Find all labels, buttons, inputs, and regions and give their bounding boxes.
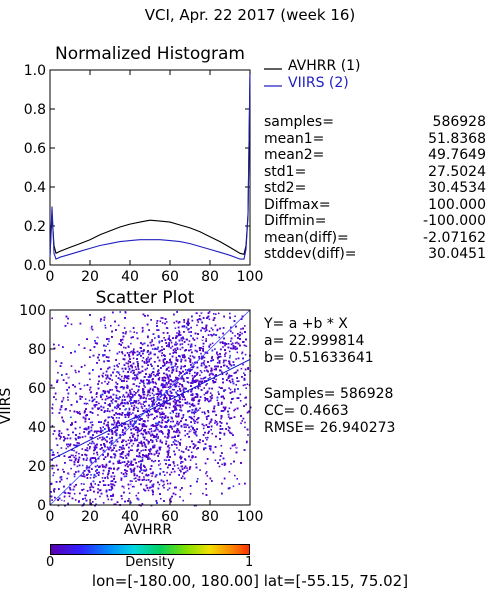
stat-label: std2= [264, 180, 307, 196]
stat-label: Diffmin= [264, 213, 327, 229]
fit-b: b= 0.51633641 [264, 350, 374, 366]
stat-value: 100.000 [428, 196, 486, 213]
scatter-y-tick-label: 60 [28, 381, 46, 397]
stat-label: stddev(diff)= [264, 246, 357, 262]
scatter-y-tick-label: 20 [28, 459, 46, 475]
fit-a: a= 22.999814 [264, 333, 365, 349]
scatter-y-tick-label: 100 [19, 303, 46, 319]
colorbar-min-label: 0 [46, 555, 55, 570]
colorbar-label: Density [125, 555, 175, 570]
scatter-x-tick-label: 60 [161, 509, 179, 525]
histogram-y-tick-label: 0.2 [24, 219, 46, 235]
histogram-y-tick-label: 0.6 [24, 141, 46, 157]
fit-cc: CC= 0.4663 [264, 403, 349, 419]
histogram-y-tick-label: 0.8 [24, 102, 46, 118]
legend-swatches [264, 68, 282, 87]
legend-item-avhrr: AVHRR (1) [288, 58, 361, 74]
scatter-fit-line [49, 359, 251, 461]
histogram-x-tick-label: 40 [121, 269, 139, 285]
stat-value: 27.5024 [428, 163, 486, 180]
scatter-density-cloud [50, 310, 252, 507]
stat-label: Diffmax= [264, 196, 331, 213]
histogram-chart: 0 20 40 60 80 100 0.0 0.2 0.4 0.6 0.8 1.0 [24, 63, 264, 285]
fit-equation: Y= a +b * X [264, 316, 348, 332]
footer-extent: lon=[-180.00, 180.00] lat=[-55.15, 75.02… [91, 572, 409, 590]
histogram-x-tick-label: 60 [161, 269, 179, 285]
stat-value: 30.0451 [428, 246, 486, 262]
legend-item-viirs: VIIRS (2) [288, 75, 349, 91]
histogram-title: Normalized Histogram [55, 44, 245, 64]
scatter-y-tick-label: 0 [37, 498, 46, 514]
histogram-series-line-2 [49, 73, 251, 260]
scatter-x-tick-label: 20 [81, 509, 99, 525]
stat-label: mean(diff)= [264, 229, 349, 246]
stat-label: std1= [264, 163, 307, 180]
histogram-x-tick-label: 80 [201, 269, 219, 285]
scatter-y-tick-label: 80 [28, 342, 46, 358]
histogram-series-line-1 [49, 71, 251, 256]
colorbar [50, 544, 250, 555]
stat-label: samples= [264, 114, 334, 130]
fit-samples: Samples= 586928 [264, 386, 394, 402]
scatter-x-tick-label: 40 [121, 509, 139, 525]
page-title: VCI, Apr. 22 2017 (week 16) [144, 6, 356, 24]
stat-value: -2.07162 [423, 229, 486, 246]
stat-value: 586928 [432, 114, 486, 130]
histogram-y-tick-label: 0.4 [24, 180, 46, 196]
scatter-one-to-one-line [49, 309, 251, 506]
stat-label: mean1= [264, 130, 325, 147]
stat-value: 51.8368 [428, 130, 486, 147]
fit-rmse: RMSE= 26.940273 [264, 420, 396, 436]
scatter-plot-frame [49, 309, 251, 506]
scatter-title: Scatter Plot [95, 288, 195, 308]
stat-value: 49.7649 [428, 147, 486, 163]
scatter-x-tick-label: 0 [46, 509, 55, 525]
histogram-x-tick-label: 20 [81, 269, 99, 285]
histogram-y-tick-label: 1.0 [24, 63, 46, 79]
scatter-y-axis-label: VIIRS [0, 387, 15, 425]
histogram-y-tick-label: 0.0 [24, 258, 46, 274]
stat-value: -100.000 [423, 213, 486, 229]
scatter-x-tick-label: 100 [237, 509, 264, 525]
histogram-x-tick-label: 100 [237, 269, 264, 285]
scatter-x-axis-label: AVHRR [123, 522, 173, 538]
scatter-y-tick-label: 40 [28, 420, 46, 436]
histogram-x-tick-label: 0 [46, 269, 55, 285]
histogram-plot-frame [49, 69, 251, 266]
stat-value: 30.4534 [428, 180, 486, 196]
scatter-x-tick-label: 80 [201, 509, 219, 525]
colorbar-max-label: 1 [245, 555, 254, 570]
stat-label: mean2= [264, 147, 325, 163]
